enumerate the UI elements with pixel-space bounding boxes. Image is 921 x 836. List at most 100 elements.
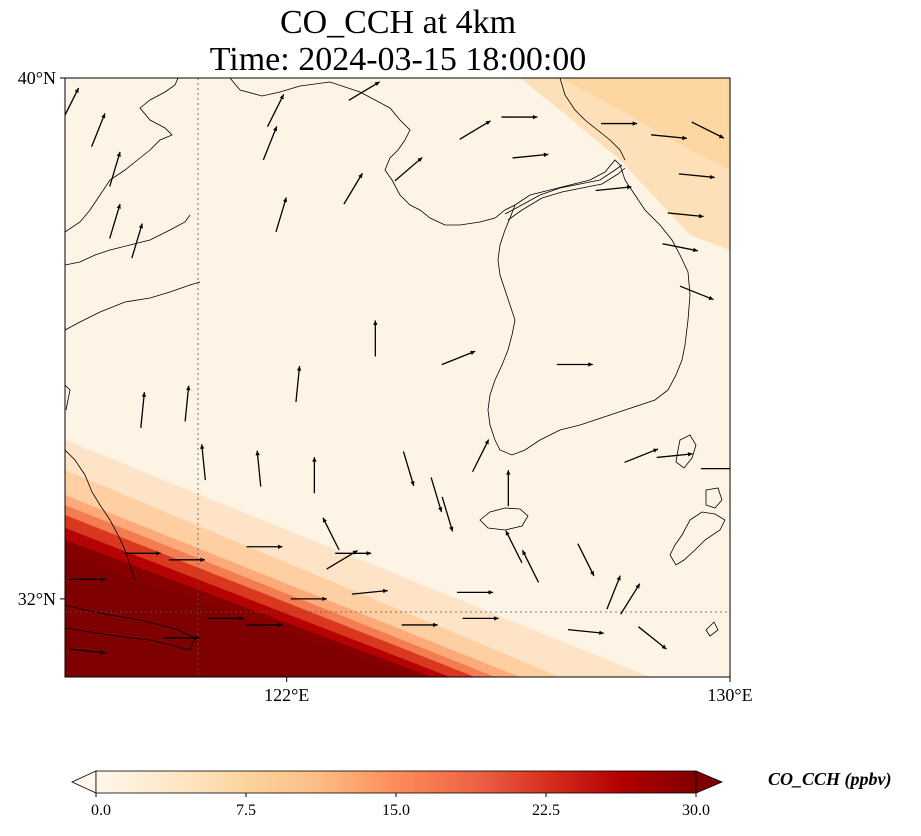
wind-vector-head xyxy=(485,120,491,126)
wind-vector xyxy=(679,285,714,301)
wind-vector-shaft xyxy=(394,156,423,182)
wind-vector-shaft xyxy=(262,126,278,161)
wind-vector xyxy=(312,457,317,494)
coast-shandong-north xyxy=(65,214,191,266)
wind-vector xyxy=(322,517,340,551)
colorbar-tick-label: 22.5 xyxy=(532,802,560,819)
colorbar-gradient xyxy=(95,770,697,794)
wind-vector xyxy=(462,616,499,621)
wind-vector-shaft xyxy=(351,589,388,595)
wind-vector-shaft xyxy=(651,134,688,140)
wind-vector-shaft xyxy=(69,648,106,654)
wind-vector xyxy=(109,203,121,239)
wind-vector xyxy=(595,185,632,192)
wind-vector xyxy=(69,577,106,582)
coast-bohai-west xyxy=(65,78,179,233)
wind-vector xyxy=(275,197,288,233)
colorbar-label: CO_CCH (ppbv) xyxy=(768,769,892,789)
wind-vector-head xyxy=(484,439,489,445)
wind-vector-head xyxy=(322,517,327,523)
wind-vector xyxy=(441,496,454,532)
wind-vector-shaft xyxy=(512,153,549,159)
wind-vector-shaft xyxy=(322,517,340,551)
wind-vector-shaft xyxy=(109,151,121,187)
wind-vector xyxy=(262,126,278,161)
wind-vector xyxy=(624,448,659,463)
coast-tsushima xyxy=(675,434,697,469)
wind-vector-shaft xyxy=(441,350,476,366)
plot-frame xyxy=(64,77,731,678)
wind-vector-head xyxy=(374,81,380,86)
wind-vector xyxy=(168,557,205,562)
wind-vector-head xyxy=(687,452,693,457)
wind-vector-head xyxy=(532,114,538,120)
wind-vector xyxy=(700,468,730,470)
wind-vector xyxy=(637,626,667,650)
wind-vector-head xyxy=(718,134,724,139)
wind-vector xyxy=(401,622,438,628)
wind-vector-head xyxy=(282,197,288,203)
wind-vector-head xyxy=(100,650,106,655)
wind-vector xyxy=(290,596,327,602)
wind-vector xyxy=(402,451,415,487)
wind-vector-head xyxy=(417,157,423,163)
wind-vector xyxy=(200,444,206,481)
wind-vector-head xyxy=(709,174,715,180)
wind-vector-head xyxy=(505,530,510,536)
wind-vector-shaft xyxy=(275,197,287,233)
wind-vector xyxy=(577,543,595,577)
wind-vector-shaft xyxy=(90,113,106,148)
wind-vector xyxy=(266,94,285,127)
wind-vector-head xyxy=(141,392,147,397)
wind-vector-head xyxy=(277,544,283,549)
coast-kyushu xyxy=(669,511,726,566)
wind-vector-shaft xyxy=(430,477,443,513)
wind-vector-head xyxy=(116,203,121,209)
border-line-2 xyxy=(507,167,626,221)
wind-vector-shaft xyxy=(343,172,363,205)
coastlines xyxy=(65,78,726,651)
wind-vector-head xyxy=(239,616,244,621)
wind-vector-head xyxy=(156,551,161,556)
coast-island-south xyxy=(705,621,719,637)
wind-vector-shaft xyxy=(471,439,490,473)
coast-jeju xyxy=(479,507,529,531)
wind-vector-head xyxy=(653,448,659,453)
wind-vector-head xyxy=(433,622,438,628)
wind-vector xyxy=(335,551,372,556)
coast-yangtze-mouth xyxy=(65,604,196,651)
wind-vector-head xyxy=(698,213,704,219)
wind-vector-head xyxy=(438,506,443,512)
wind-vector-shaft xyxy=(662,243,698,252)
wind-vector xyxy=(124,551,161,556)
wind-vector xyxy=(351,588,388,595)
wind-vector-head xyxy=(312,457,317,462)
wind-vector-head xyxy=(279,94,284,100)
wind-vector xyxy=(505,530,523,564)
wind-vector-shaft xyxy=(131,223,143,259)
wind-vector xyxy=(394,156,423,182)
concentration-field xyxy=(65,78,730,677)
wind-vector-head xyxy=(194,635,200,641)
wind-vector-shaft xyxy=(505,530,523,564)
wind-vector-shaft xyxy=(201,444,206,481)
wind-vector-shaft xyxy=(295,366,301,402)
wind-vector-head xyxy=(366,551,372,556)
wind-vector-shaft xyxy=(441,496,454,532)
map-title-line-2: Time: 2024-03-15 18:00:00 xyxy=(209,41,587,78)
wind-vector-head xyxy=(383,588,388,594)
wind-vector xyxy=(556,362,593,367)
wind-vector xyxy=(512,152,549,159)
wind-vector xyxy=(246,544,283,549)
field-ne-core xyxy=(560,78,730,170)
wind-vector-shaft xyxy=(678,173,715,179)
wind-vector-head xyxy=(470,350,476,355)
wind-vector-head xyxy=(522,550,527,556)
wind-vector xyxy=(430,477,443,513)
wind-vector-head xyxy=(101,113,106,119)
wind-vector xyxy=(163,635,200,641)
wind-vector-head xyxy=(352,550,358,555)
wind-vector xyxy=(441,350,476,366)
gridlines xyxy=(65,78,730,677)
